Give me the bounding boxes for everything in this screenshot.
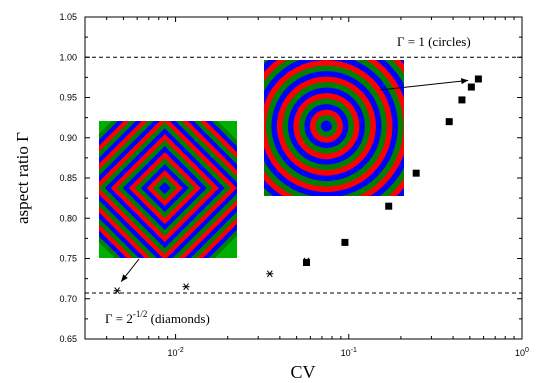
y-tick-label: 0.95 — [59, 93, 77, 103]
y-tick-label: 1.05 — [59, 12, 77, 22]
arrow-line — [379, 79, 469, 91]
diamonds-annotation: Γ = 2-1/2 (diamonds) — [105, 309, 210, 326]
data-point-asterisk — [113, 287, 121, 295]
y-tick-labels: 0.65 0.70 0.75 0.80 0.85 0.90 0.95 1.00 … — [59, 12, 77, 344]
data-point-asterisk — [266, 270, 274, 278]
y-tick-label: 0.85 — [59, 173, 77, 183]
y-tick-label: 0.80 — [59, 213, 77, 223]
axis-ticks — [84, 16, 523, 340]
data-point-square — [385, 202, 393, 210]
arrow-head — [121, 274, 128, 282]
data-point-square — [474, 75, 482, 83]
data-point-square — [445, 118, 453, 126]
y-axis-label: aspect ratio Γ — [13, 132, 32, 224]
x-tick-label: 100 — [515, 347, 529, 358]
circle-pattern-inset — [264, 60, 404, 196]
diamond-pattern-inset — [99, 121, 237, 258]
arrow-head — [460, 78, 469, 85]
data-point-square — [458, 96, 466, 104]
x-axis-label: CV — [290, 362, 315, 382]
circle-ring — [320, 120, 332, 132]
y-tick-label: 1.00 — [59, 52, 77, 62]
y-tick-label: 0.75 — [59, 254, 77, 264]
circles-annotation: Γ = 1 (circles) — [397, 34, 471, 49]
y-tick-label: 0.65 — [59, 334, 77, 344]
x-tick-label: 10-1 — [341, 347, 357, 358]
x-tick-labels: 10-2 10-1 100 — [167, 347, 529, 358]
data-point-square — [412, 169, 420, 177]
inset-arrows — [120, 78, 469, 283]
y-tick-label: 0.70 — [59, 294, 77, 304]
y-tick-label: 0.90 — [59, 133, 77, 143]
data-markers — [113, 75, 482, 295]
data-point-asterisk — [182, 283, 190, 291]
data-point-square — [341, 238, 349, 246]
diamond-ring — [158, 182, 171, 195]
x-tick-label: 10-2 — [167, 347, 183, 358]
data-point-square — [302, 259, 310, 267]
data-point-square — [467, 83, 475, 91]
